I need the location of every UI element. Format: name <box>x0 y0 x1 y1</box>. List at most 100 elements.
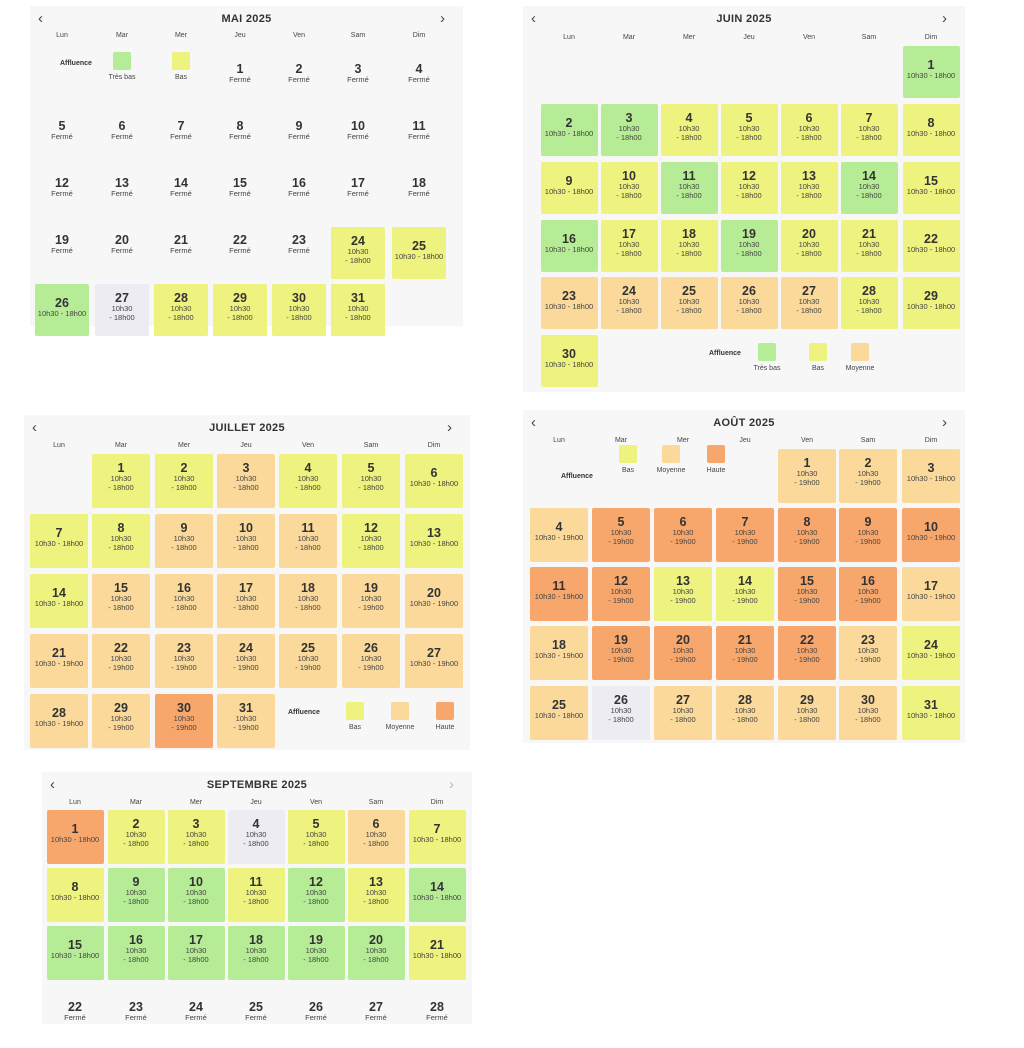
day-cell[interactable]: 12 10h30 - 18h00 <box>287 868 345 922</box>
day-cell[interactable]: 3 10h30 - 18h00 <box>600 104 658 156</box>
day-cell[interactable]: 23 10h30 - 18h00 <box>540 277 598 329</box>
day-cell[interactable]: 14 10h30 - 19h00 <box>716 567 774 621</box>
day-cell[interactable]: 8 10h30 - 18h00 <box>46 868 104 922</box>
day-cell[interactable]: 28 10h30 - 18h00 <box>840 277 898 329</box>
day-cell[interactable]: 2 10h30 - 18h00 <box>540 104 598 156</box>
day-cell[interactable]: 5 10h30 - 19h00 <box>592 508 650 562</box>
day-cell[interactable]: 2 10h30 - 18h00 <box>155 454 213 508</box>
day-cell[interactable]: 11 10h30 - 19h00 <box>530 567 588 621</box>
day-cell[interactable]: 26 10h30 - 18h00 <box>592 686 650 740</box>
chevron-left-icon[interactable]: ‹ <box>38 10 43 27</box>
day-cell[interactable]: 14 10h30 - 18h00 <box>408 868 466 922</box>
day-cell[interactable]: 11 10h30 - 18h00 <box>660 162 718 214</box>
day-cell[interactable]: 17 10h30 - 19h00 <box>902 567 960 621</box>
day-cell[interactable]: 11 10h30 - 18h00 <box>279 514 337 568</box>
day-cell[interactable]: 31 10h30 - 18h00 <box>902 686 960 740</box>
day-cell[interactable]: 12 10h30 - 18h00 <box>342 514 400 568</box>
day-cell[interactable]: 30 10h30 - 18h00 <box>839 686 897 740</box>
day-cell[interactable]: 29 10h30 - 19h00 <box>92 694 150 748</box>
day-cell[interactable]: 2 10h30 - 18h00 <box>107 810 165 864</box>
day-cell[interactable]: 25 10h30 - 19h00 <box>279 634 337 688</box>
day-cell[interactable]: 28 10h30 - 18h00 <box>154 284 208 336</box>
day-cell[interactable]: 10 10h30 - 18h00 <box>217 514 275 568</box>
day-cell[interactable]: 16 10h30 - 19h00 <box>839 567 897 621</box>
day-cell[interactable]: 4 10h30 - 18h00 <box>660 104 718 156</box>
day-cell[interactable]: 7 10h30 - 18h00 <box>840 104 898 156</box>
chevron-left-icon[interactable]: ‹ <box>32 419 37 436</box>
day-cell[interactable]: 4 10h30 - 19h00 <box>530 508 588 562</box>
day-cell[interactable]: 17 10h30 - 18h00 <box>217 574 275 628</box>
day-cell[interactable]: 21 10h30 - 18h00 <box>408 926 466 980</box>
day-cell[interactable]: 9 10h30 - 18h00 <box>107 868 165 922</box>
day-cell[interactable]: 3 10h30 - 19h00 <box>902 449 960 503</box>
day-cell[interactable]: 14 10h30 - 18h00 <box>840 162 898 214</box>
day-cell[interactable]: 5 10h30 - 18h00 <box>720 104 778 156</box>
day-cell[interactable]: 24 10h30 - 19h00 <box>902 626 960 680</box>
day-cell[interactable]: 20 10h30 - 18h00 <box>347 926 405 980</box>
chevron-right-icon[interactable]: › <box>942 414 947 431</box>
day-cell[interactable]: 24 10h30 - 18h00 <box>600 277 658 329</box>
day-cell[interactable]: 5 10h30 - 18h00 <box>287 810 345 864</box>
day-cell[interactable]: 13 10h30 - 18h00 <box>780 162 838 214</box>
day-cell[interactable]: 24 10h30 - 18h00 <box>331 227 385 279</box>
day-cell[interactable]: 16 10h30 - 18h00 <box>155 574 213 628</box>
day-cell[interactable]: 16 10h30 - 18h00 <box>540 220 598 272</box>
day-cell[interactable]: 27 10h30 - 18h00 <box>95 284 149 336</box>
day-cell[interactable]: 21 10h30 - 18h00 <box>840 220 898 272</box>
day-cell[interactable]: 25 10h30 - 18h00 <box>660 277 718 329</box>
chevron-left-icon[interactable]: ‹ <box>531 414 536 431</box>
day-cell[interactable]: 14 10h30 - 18h00 <box>30 574 88 628</box>
day-cell[interactable]: 12 10h30 - 18h00 <box>720 162 778 214</box>
day-cell[interactable]: 20 10h30 - 18h00 <box>780 220 838 272</box>
day-cell[interactable]: 30 10h30 - 18h00 <box>272 284 326 336</box>
day-cell[interactable]: 10 10h30 - 19h00 <box>902 508 960 562</box>
day-cell[interactable]: 28 10h30 - 18h00 <box>716 686 774 740</box>
day-cell[interactable]: 13 10h30 - 19h00 <box>654 567 712 621</box>
day-cell[interactable]: 15 10h30 - 18h00 <box>92 574 150 628</box>
day-cell[interactable]: 3 10h30 - 18h00 <box>167 810 225 864</box>
day-cell[interactable]: 10 10h30 - 18h00 <box>167 868 225 922</box>
chevron-right-icon[interactable]: › <box>440 10 445 27</box>
day-cell[interactable]: 22 10h30 - 18h00 <box>902 220 960 272</box>
day-cell[interactable]: 9 10h30 - 18h00 <box>155 514 213 568</box>
day-cell[interactable]: 15 10h30 - 19h00 <box>778 567 836 621</box>
day-cell[interactable]: 29 10h30 - 18h00 <box>902 277 960 329</box>
day-cell[interactable]: 7 10h30 - 18h00 <box>30 514 88 568</box>
day-cell[interactable]: 8 10h30 - 18h00 <box>92 514 150 568</box>
day-cell[interactable]: 30 10h30 - 18h00 <box>540 335 598 387</box>
day-cell[interactable]: 6 10h30 - 18h00 <box>405 454 463 508</box>
day-cell[interactable]: 27 10h30 - 18h00 <box>780 277 838 329</box>
day-cell[interactable]: 3 10h30 - 18h00 <box>217 454 275 508</box>
day-cell[interactable]: 18 10h30 - 18h00 <box>660 220 718 272</box>
chevron-left-icon[interactable]: ‹ <box>531 10 536 27</box>
day-cell[interactable]: 13 10h30 - 18h00 <box>347 868 405 922</box>
day-cell[interactable]: 18 10h30 - 18h00 <box>227 926 285 980</box>
day-cell[interactable]: 16 10h30 - 18h00 <box>107 926 165 980</box>
day-cell[interactable]: 2 10h30 - 19h00 <box>839 449 897 503</box>
day-cell[interactable]: 4 10h30 - 18h00 <box>279 454 337 508</box>
day-cell[interactable]: 6 10h30 - 18h00 <box>347 810 405 864</box>
day-cell[interactable]: 9 10h30 - 18h00 <box>540 162 598 214</box>
chevron-right-icon[interactable]: › <box>447 419 452 436</box>
day-cell[interactable]: 25 10h30 - 18h00 <box>530 686 588 740</box>
day-cell[interactable]: 23 10h30 - 19h00 <box>839 626 897 680</box>
day-cell[interactable]: 28 10h30 - 19h00 <box>30 694 88 748</box>
day-cell[interactable]: 27 10h30 - 19h00 <box>405 634 463 688</box>
day-cell[interactable]: 22 10h30 - 19h00 <box>778 626 836 680</box>
day-cell[interactable]: 31 10h30 - 19h00 <box>217 694 275 748</box>
day-cell[interactable]: 29 10h30 - 18h00 <box>778 686 836 740</box>
day-cell[interactable]: 12 10h30 - 19h00 <box>592 567 650 621</box>
day-cell[interactable]: 27 10h30 - 18h00 <box>654 686 712 740</box>
day-cell[interactable]: 8 10h30 - 18h00 <box>902 104 960 156</box>
day-cell[interactable]: 1 10h30 - 18h00 <box>92 454 150 508</box>
day-cell[interactable]: 11 10h30 - 18h00 <box>227 868 285 922</box>
day-cell[interactable]: 19 10h30 - 18h00 <box>720 220 778 272</box>
day-cell[interactable]: 19 10h30 - 19h00 <box>592 626 650 680</box>
day-cell[interactable]: 1 10h30 - 18h00 <box>46 810 104 864</box>
day-cell[interactable]: 26 10h30 - 19h00 <box>342 634 400 688</box>
day-cell[interactable]: 5 10h30 - 18h00 <box>342 454 400 508</box>
day-cell[interactable]: 7 10h30 - 19h00 <box>716 508 774 562</box>
day-cell[interactable]: 20 10h30 - 19h00 <box>654 626 712 680</box>
day-cell[interactable]: 24 10h30 - 19h00 <box>217 634 275 688</box>
day-cell[interactable]: 15 10h30 - 18h00 <box>902 162 960 214</box>
